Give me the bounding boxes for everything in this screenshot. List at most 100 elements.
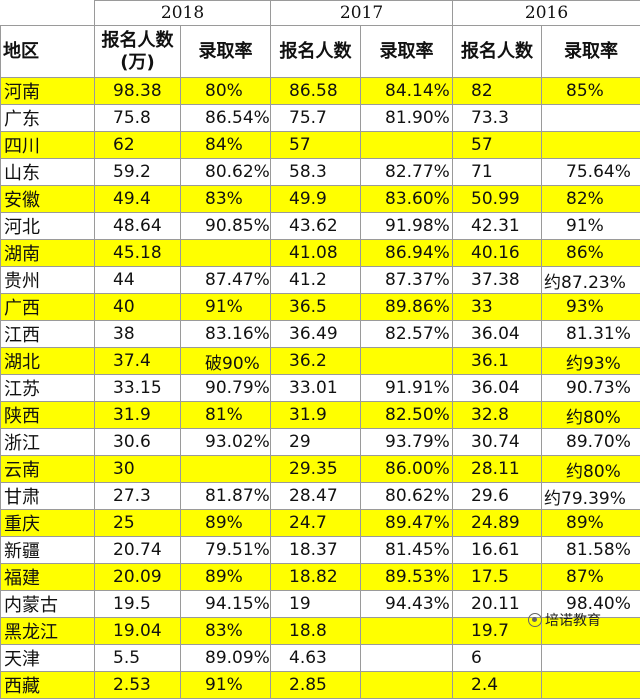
applicants-2017-cell: 86.58 [271, 78, 361, 105]
rate-2017-cell: 81.90% [361, 105, 453, 132]
region-cell: 河北 [1, 213, 95, 240]
applicants-2018-cell: 19.04 [95, 618, 181, 645]
applicants-2018-header: 报名人数 (万) [95, 26, 181, 78]
rate-2018-cell: 90.79% [181, 375, 271, 402]
rate-2016-cell: 91% [542, 213, 640, 240]
rate-2017-cell: 82.50% [361, 402, 453, 429]
corner-cell [1, 1, 95, 26]
applicants-2016-cell: 29.6 [453, 483, 542, 510]
rate-2018-cell: 91% [181, 672, 271, 699]
applicants-2017-cell: 36.5 [271, 294, 361, 321]
applicants-2017-cell: 31.9 [271, 402, 361, 429]
applicants-2017-cell: 18.8 [271, 618, 361, 645]
rate-2018-cell: 87.47% [181, 267, 271, 294]
applicants-2018-cell: 25 [95, 510, 181, 537]
rate-2018-cell [181, 240, 271, 267]
rate-2016-cell: 约80% [542, 402, 640, 429]
rate-2016-cell [542, 132, 640, 159]
applicants-2016-cell: 71 [453, 159, 542, 186]
applicants-2017-cell: 18.82 [271, 564, 361, 591]
applicants-2017-cell: 33.01 [271, 375, 361, 402]
region-cell: 重庆 [1, 510, 95, 537]
applicants-2016-cell: 28.11 [453, 456, 542, 483]
rate-2017-cell [361, 348, 453, 375]
applicants-2016-cell: 32.8 [453, 402, 542, 429]
region-cell: 湖南 [1, 240, 95, 267]
region-cell: 湖北 [1, 348, 95, 375]
rate-2018-cell: 86.54% [181, 105, 271, 132]
rate-2017-cell: 82.57% [361, 321, 453, 348]
rate-2017-cell [361, 645, 453, 672]
rate-2018-cell: 破90% [181, 348, 271, 375]
rate-2018-cell: 80.62% [181, 159, 271, 186]
rate-2016-cell: 82% [542, 186, 640, 213]
applicants-2018-cell: 49.4 [95, 186, 181, 213]
rate-2018-cell: 83.16% [181, 321, 271, 348]
applicants-2017-cell: 57 [271, 132, 361, 159]
rate-2016-cell: 约79.39% [542, 483, 640, 510]
year-2017-header: 2017 [271, 1, 453, 26]
applicants-2017-cell: 19 [271, 591, 361, 618]
rate-2016-cell: 93% [542, 294, 640, 321]
rate-2017-cell [361, 672, 453, 699]
applicants-2016-cell: 37.38 [453, 267, 542, 294]
applicants-2016-cell: 33 [453, 294, 542, 321]
rate-2016-cell: 75.64% [542, 159, 640, 186]
rate-2016-cell [542, 105, 640, 132]
applicants-2018-cell: 20.74 [95, 537, 181, 564]
rate-2017-cell: 86.94% [361, 240, 453, 267]
applicants-2018-cell: 45.18 [95, 240, 181, 267]
applicants-2017-cell: 36.2 [271, 348, 361, 375]
rate-2018-cell: 90.85% [181, 213, 271, 240]
rate-2018-cell: 93.02% [181, 429, 271, 456]
rate-2017-cell: 91.91% [361, 375, 453, 402]
region-cell: 福建 [1, 564, 95, 591]
region-cell: 云南 [1, 456, 95, 483]
applicants-2016-cell: 30.74 [453, 429, 542, 456]
region-cell: 山东 [1, 159, 95, 186]
applicants-2017-cell: 18.37 [271, 537, 361, 564]
region-cell: 新疆 [1, 537, 95, 564]
applicants-2016-cell: 2.4 [453, 672, 542, 699]
applicants-2016-cell: 36.1 [453, 348, 542, 375]
rate-2017-cell: 82.77% [361, 159, 453, 186]
watermark-text: 培诺教育 [545, 610, 601, 630]
rate-2016-cell: 89.70% [542, 429, 640, 456]
rate-2017-cell: 93.79% [361, 429, 453, 456]
rate-2016-cell: 约93% [542, 348, 640, 375]
applicants-2016-cell: 6 [453, 645, 542, 672]
applicants-2017-cell: 4.63 [271, 645, 361, 672]
chat-bubble-icon [528, 613, 542, 627]
rate-2017-cell: 94.43% [361, 591, 453, 618]
region-cell: 四川 [1, 132, 95, 159]
rate-2017-header: 录取率 [361, 26, 453, 78]
rate-2016-cell: 81.31% [542, 321, 640, 348]
region-cell: 陕西 [1, 402, 95, 429]
applicants-2016-cell: 50.99 [453, 186, 542, 213]
region-header: 地区 [1, 26, 95, 78]
applicants-2018-cell: 38 [95, 321, 181, 348]
applicants-2016-cell: 57 [453, 132, 542, 159]
rate-2018-cell: 79.51% [181, 537, 271, 564]
region-cell: 河南 [1, 78, 95, 105]
applicants-2017-header: 报名人数 [271, 26, 361, 78]
region-cell: 天津 [1, 645, 95, 672]
region-cell: 甘肃 [1, 483, 95, 510]
applicants-2016-cell: 36.04 [453, 321, 542, 348]
rate-2018-cell: 83% [181, 618, 271, 645]
